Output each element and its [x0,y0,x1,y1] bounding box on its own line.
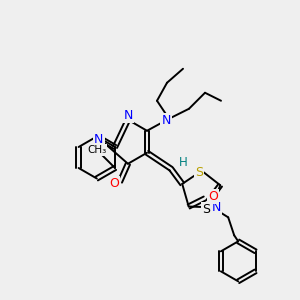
Text: N: N [123,109,133,122]
Text: N: N [94,133,104,146]
Text: N: N [212,201,221,214]
Text: N: N [161,114,171,127]
Text: H: H [178,156,188,169]
Text: O: O [109,177,119,190]
Text: O: O [208,190,218,203]
Text: S: S [195,166,203,179]
Text: S: S [202,203,210,216]
Text: CH₃: CH₃ [87,145,106,155]
